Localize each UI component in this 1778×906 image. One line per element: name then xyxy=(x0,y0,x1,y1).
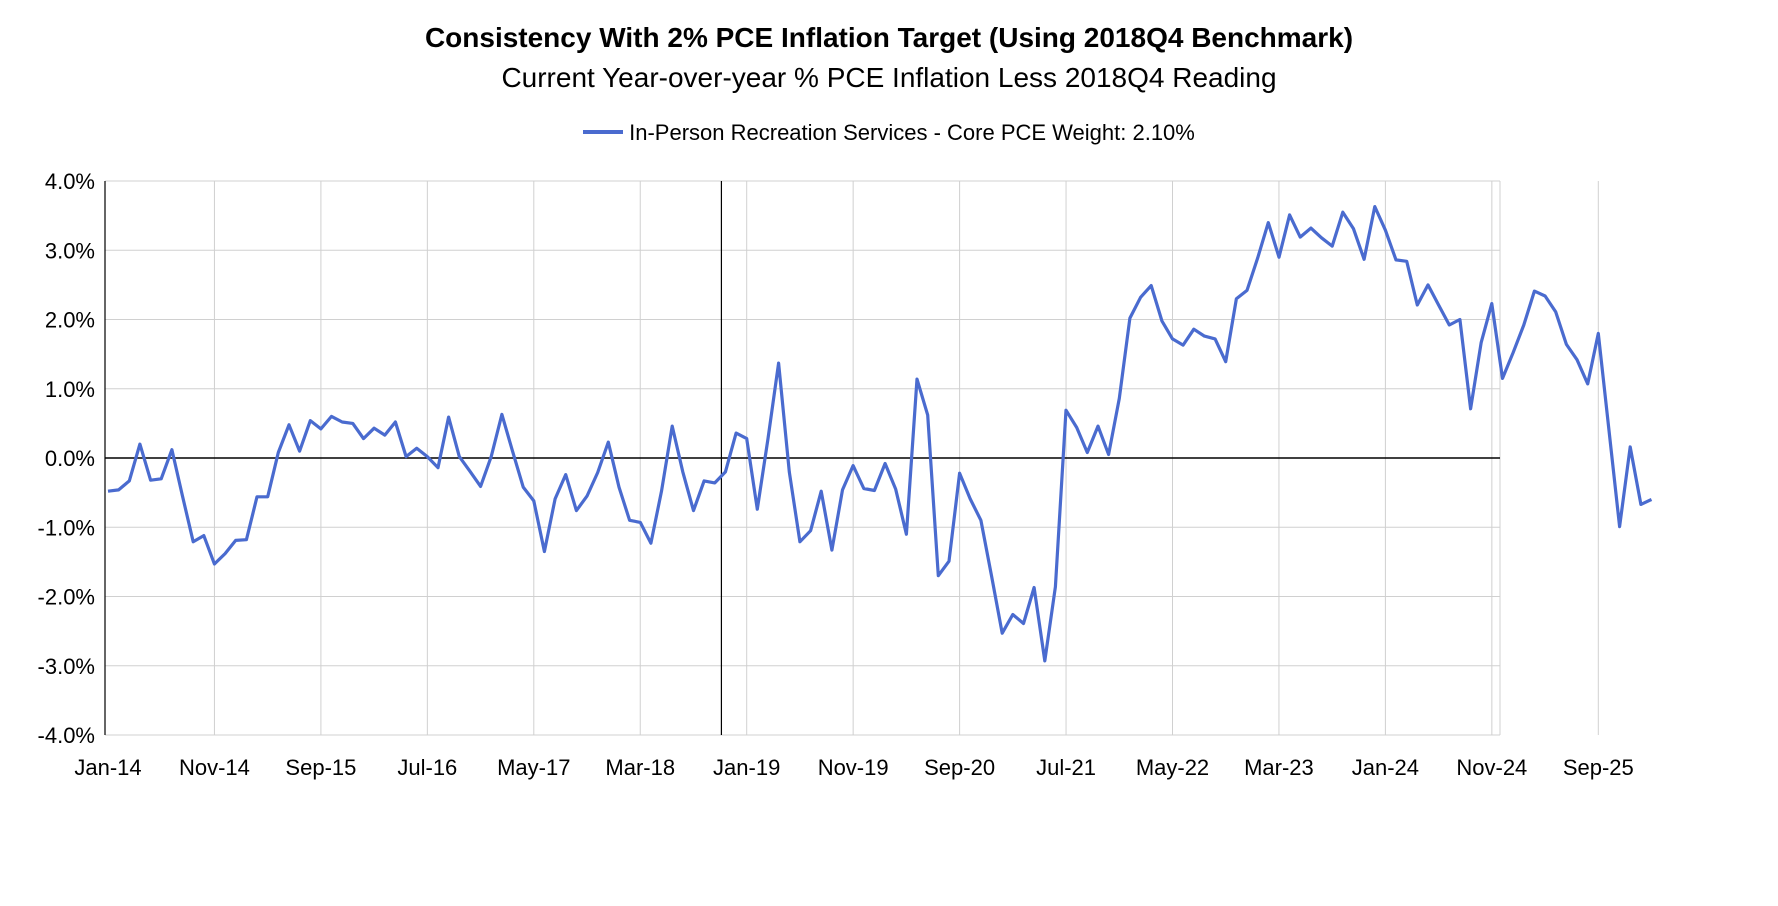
series-line xyxy=(107,205,1653,663)
x-tick-label: Jan-24 xyxy=(1352,755,1419,780)
x-tick-label: May-17 xyxy=(497,755,570,780)
x-tick-label: Sep-15 xyxy=(285,755,356,780)
y-tick-label: 0.0% xyxy=(45,446,95,471)
y-tick-label: 2.0% xyxy=(45,308,95,333)
y-tick-label: -3.0% xyxy=(38,654,95,679)
x-tick-label: Mar-18 xyxy=(605,755,675,780)
x-tick-label: Nov-24 xyxy=(1456,755,1527,780)
x-tick-label: Jan-14 xyxy=(74,755,141,780)
x-tick-label: Nov-14 xyxy=(179,755,250,780)
legend: In-Person Recreation Services - Core PCE… xyxy=(0,120,1778,146)
y-tick-label: -4.0% xyxy=(38,723,95,748)
legend-swatch xyxy=(583,130,624,135)
axes xyxy=(104,181,1500,735)
legend-label: In-Person Recreation Services - Core PCE… xyxy=(629,120,1195,145)
tick-labels: 4.0% 3.0% 2.0% 1.0% 0.0% -1.0% -2.0% -3.0% -4.0%… xyxy=(38,169,1634,780)
y-tick-label: -1.0% xyxy=(38,515,95,540)
x-tick-label: Mar-23 xyxy=(1244,755,1314,780)
series-layer xyxy=(107,205,1653,663)
y-tick-label: -2.0% xyxy=(38,585,95,610)
y-tick-label: 3.0% xyxy=(45,238,95,263)
x-tick-label: Jul-16 xyxy=(397,755,457,780)
y-tick-label: 1.0% xyxy=(45,377,95,402)
x-tick-label: Jul-21 xyxy=(1036,755,1096,780)
x-tick-label: Sep-20 xyxy=(924,755,995,780)
x-tick-label: Nov-19 xyxy=(818,755,889,780)
x-tick-label: May-22 xyxy=(1136,755,1209,780)
x-tick-label: Jan-19 xyxy=(713,755,780,780)
x-tick-label: Sep-25 xyxy=(1563,755,1634,780)
y-tick-label: 4.0% xyxy=(45,169,95,194)
chart-title: Consistency With 2% PCE Inflation Target… xyxy=(424,22,1354,53)
chart-subtitle: Current Year-over-year % PCE Inflation L… xyxy=(501,62,1277,93)
